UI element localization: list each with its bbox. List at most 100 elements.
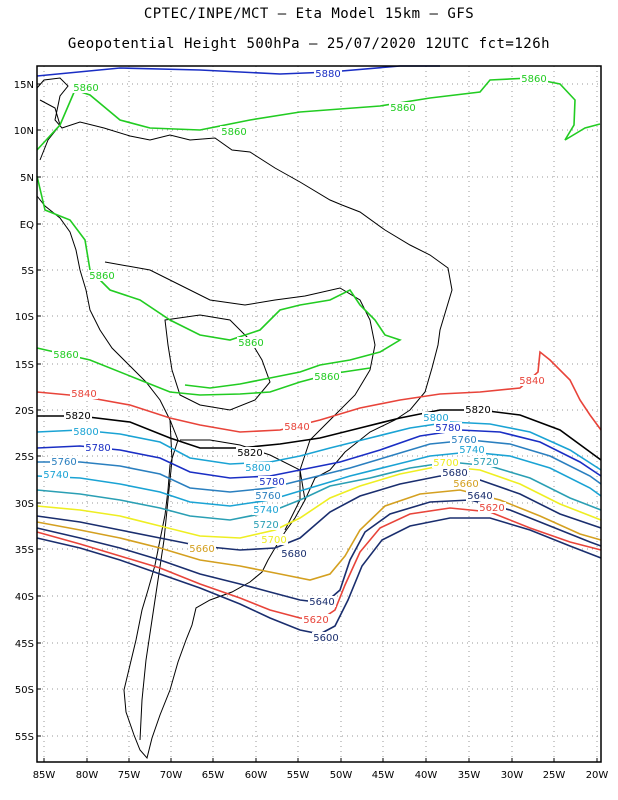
contour-5680: [36, 475, 602, 551]
contour-label-bg: [237, 337, 265, 348]
contour-5700: [36, 465, 602, 539]
lat-tick-label: 20S: [15, 406, 34, 417]
contour-label-bg: [188, 543, 216, 554]
graticule: [37, 66, 601, 762]
contour-label: 5640: [309, 597, 334, 608]
contour-label: 5860: [53, 350, 78, 361]
contour-label-bg: [302, 614, 330, 625]
contour-label: 5840: [284, 422, 309, 433]
contour-5600: [36, 517, 602, 635]
lat-tick-label: 25S: [15, 452, 34, 463]
contour-5760: [37, 439, 602, 493]
lat-tick-label: EQ: [20, 220, 34, 231]
contour-label-bg: [260, 534, 288, 545]
lon-tick-label: 75W: [118, 770, 141, 781]
lat-tick-label: 35S: [15, 545, 34, 556]
contour-label: 5680: [281, 549, 306, 560]
contour-label: 5820: [237, 448, 262, 459]
contour-5860-amazon: [36, 175, 402, 389]
contour-label: 5760: [51, 457, 76, 468]
contour-label: 5780: [259, 477, 284, 488]
contour-label: 5720: [473, 457, 498, 468]
contour-label: 5820: [465, 405, 490, 416]
longitude-labels: 85W 80W 75W 70W 65W 60W 55W 50W 45W 40W 35W 30W 25W 2…: [33, 758, 609, 781]
contour-label-bg: [389, 102, 417, 113]
contour-label: 5740: [253, 505, 278, 516]
contour-5800: [36, 421, 602, 471]
contour-label: 5620: [303, 615, 328, 626]
contour-label-bg: [308, 596, 336, 607]
contour-label: 5840: [71, 389, 96, 400]
contour-5720: [36, 461, 602, 521]
contour-label: 5760: [451, 435, 476, 446]
contour-label-bg: [472, 456, 500, 467]
contour-label-bg: [244, 462, 272, 473]
lon-tick-label: 50W: [330, 770, 353, 781]
lat-tick-label: 5N: [20, 173, 34, 184]
contour-label: 5640: [467, 491, 492, 502]
contour-label: 5760: [255, 491, 280, 502]
south-america-outline: [36, 77, 453, 760]
contour-5860-north: [36, 77, 601, 151]
bolivia-border: [164, 314, 271, 411]
contour-label-bg: [466, 490, 494, 501]
contour-label-bg: [88, 270, 116, 281]
contour-label: 5660: [453, 479, 478, 490]
lat-tick-label: 10S: [15, 312, 34, 323]
lon-tick-label: 35W: [458, 770, 481, 781]
contour-label: 5660: [189, 544, 214, 555]
contour-label-bg: [478, 502, 506, 513]
lon-tick-label: 80W: [76, 770, 99, 781]
lat-tick-label: 45S: [15, 639, 34, 650]
contour-label: 5820: [65, 411, 90, 422]
contour-5820: [37, 409, 602, 461]
contour-label-bg: [314, 68, 342, 79]
lat-tick-label: 15S: [15, 360, 34, 371]
contour-label: 5740: [43, 470, 68, 481]
lat-tick-label: 55S: [15, 732, 34, 743]
chart-subtitle: Geopotential Height 500hPa – 25/07/2020 …: [67, 36, 551, 52]
chart-title: CPTEC/INPE/MCT – Eta Model 15km – GFS: [143, 6, 475, 22]
contour-label: 5800: [73, 427, 98, 438]
contour-5660: [36, 489, 602, 581]
contour-label-bg: [50, 456, 78, 467]
contour-label-bg: [434, 422, 462, 433]
lat-tick-label: 30S: [15, 499, 34, 510]
contour-5740: [36, 451, 602, 507]
contour-5640: [36, 499, 602, 604]
contour-label-bg: [72, 82, 100, 93]
lon-tick-label: 40W: [415, 770, 438, 781]
contour-label-bg: [42, 469, 70, 480]
contour-label: 5860: [390, 103, 415, 114]
brazil-border: [104, 261, 376, 501]
chile-border: [139, 419, 173, 741]
contour-label-bg: [518, 375, 546, 386]
lon-tick-label: 70W: [160, 770, 183, 781]
contour-label-bg: [252, 519, 280, 530]
contour-label: 5860: [314, 372, 339, 383]
contours: [36, 65, 602, 635]
contour-label-bg: [464, 404, 492, 415]
contour-labels: 5880 5860 5860 5860 5860 5860 5860 5860 5860 5840…: [42, 68, 548, 644]
contour-label-bg: [258, 476, 286, 487]
contour-label: 5680: [442, 468, 467, 479]
contour-label-bg: [422, 412, 450, 423]
contour-label: 5860: [221, 127, 246, 138]
lon-tick-label: 45W: [372, 770, 395, 781]
contour-label-bg: [452, 478, 480, 489]
contour-label: 5860: [89, 271, 114, 282]
contour-label: 5740: [459, 445, 484, 456]
lat-tick-label: 40S: [15, 592, 34, 603]
lon-tick-label: 20W: [586, 770, 609, 781]
contour-label-bg: [280, 548, 308, 559]
contour-label-bg: [312, 632, 340, 643]
contour-label: 5780: [435, 423, 460, 434]
contour-5880-top: [36, 65, 440, 77]
contour-label-bg: [72, 426, 100, 437]
lat-tick-label: 5S: [21, 266, 34, 277]
contour-label-bg: [70, 388, 98, 399]
map-frame: [36, 65, 602, 763]
contour-label: 5860: [73, 83, 98, 94]
contour-label: 5860: [238, 338, 263, 349]
